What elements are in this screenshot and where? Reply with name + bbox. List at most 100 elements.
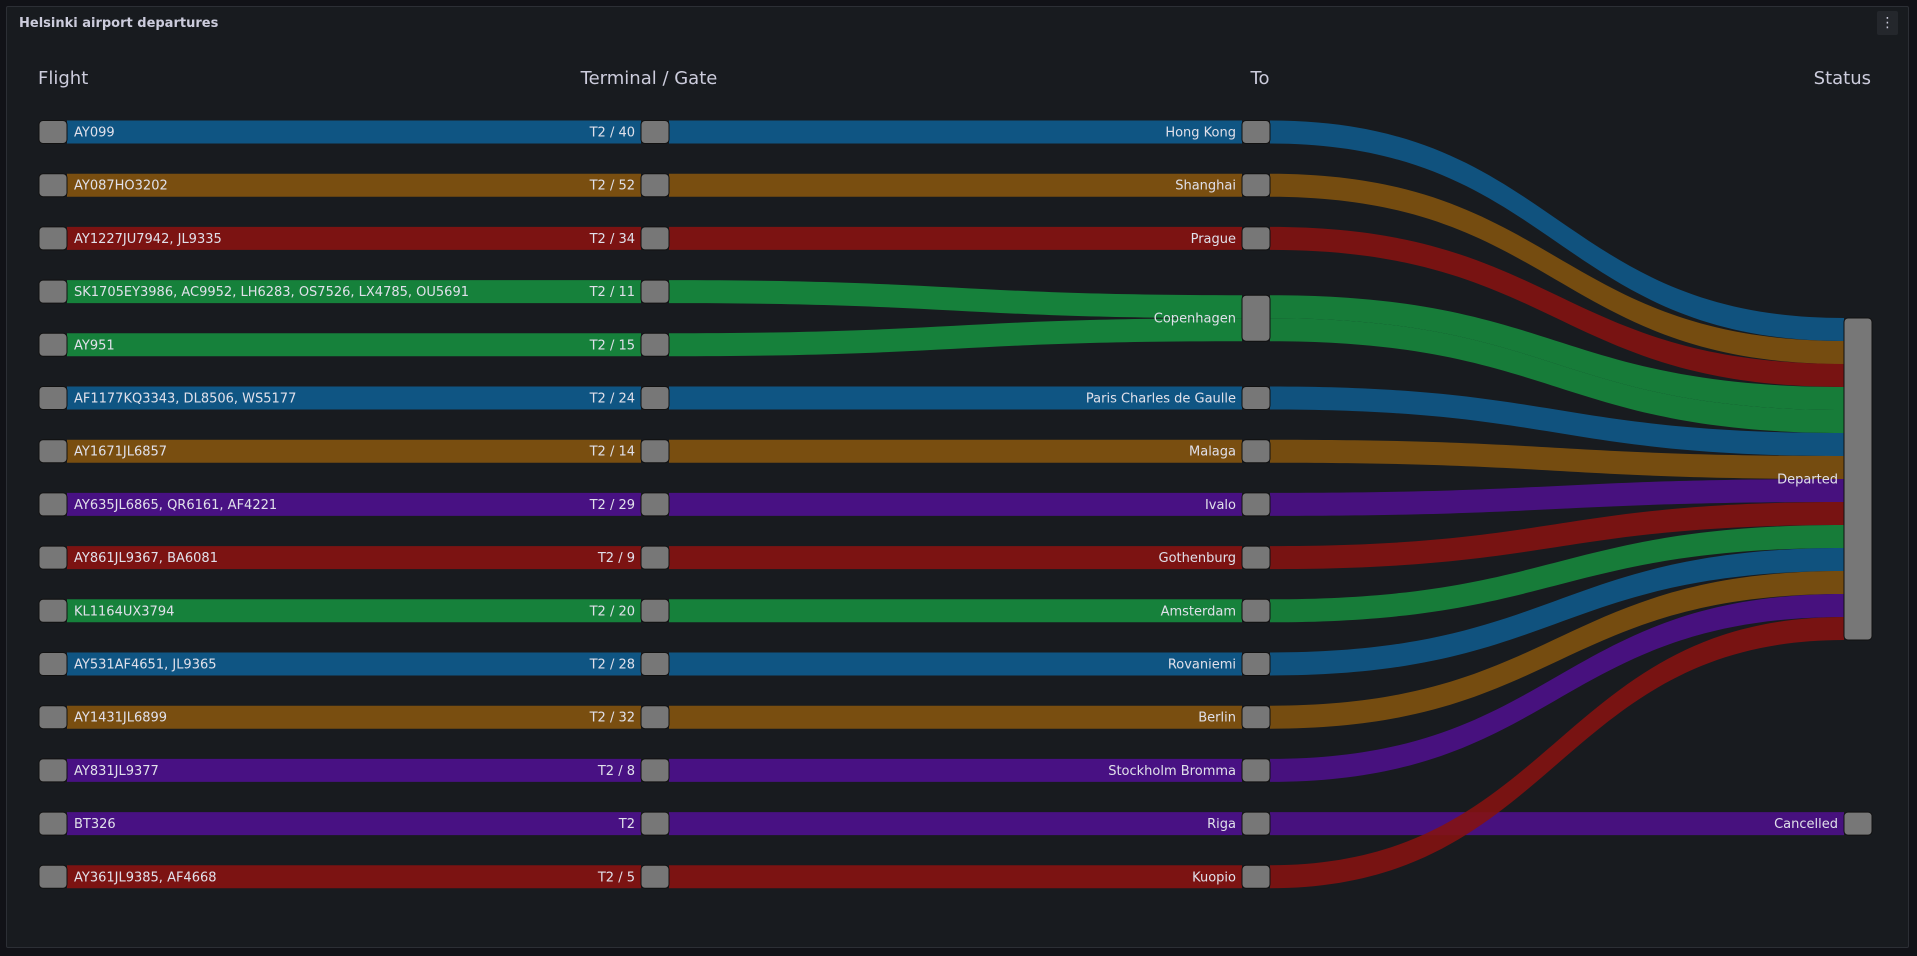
link-flight-gate[interactable] (67, 812, 641, 836)
link-flight-gate[interactable] (67, 120, 641, 144)
destination-node[interactable] (1241, 864, 1271, 889)
link-flight-gate[interactable] (67, 226, 641, 250)
gate-node[interactable] (640, 120, 670, 144)
flight-node[interactable] (38, 545, 68, 570)
link-flight-gate[interactable] (67, 758, 641, 782)
destination-node[interactable] (1241, 758, 1271, 783)
destination-node[interactable] (1241, 294, 1271, 342)
flight-node[interactable] (38, 758, 68, 783)
destination-node[interactable] (1241, 492, 1271, 517)
flight-label: AY951 (74, 338, 115, 353)
gate-node[interactable] (640, 492, 670, 517)
link-destination-status[interactable] (1270, 548, 1844, 676)
link-gate-destination[interactable] (669, 865, 1242, 889)
link-flight-gate[interactable] (67, 865, 641, 889)
link-flight-gate[interactable] (67, 705, 641, 729)
destination-node[interactable] (1241, 652, 1271, 676)
link-destination-status[interactable] (1270, 479, 1844, 516)
destination-node[interactable] (1241, 439, 1271, 464)
gate-node[interactable] (640, 332, 670, 357)
link-destination-status[interactable] (1270, 295, 1844, 410)
destination-label: Riga (1207, 817, 1236, 832)
link-destination-status[interactable] (1270, 812, 1844, 836)
link-flight-gate[interactable] (67, 599, 641, 623)
gate-label: T2 / 5 (597, 870, 635, 885)
flight-node[interactable] (38, 173, 68, 198)
destination-node[interactable] (1241, 598, 1271, 623)
gate-label: T2 / 40 (589, 126, 635, 141)
gate-node[interactable] (640, 545, 670, 570)
flight-label: KL1164UX3794 (74, 604, 174, 619)
link-gate-destination[interactable] (669, 280, 1242, 319)
flight-node[interactable] (38, 492, 68, 517)
flight-node[interactable] (38, 386, 68, 410)
link-destination-status[interactable] (1270, 120, 1844, 342)
link-gate-destination[interactable] (669, 492, 1242, 516)
link-gate-destination[interactable] (669, 812, 1242, 836)
destination-node[interactable] (1241, 226, 1271, 251)
flight-node[interactable] (38, 705, 68, 730)
flight-node[interactable] (38, 279, 68, 304)
destination-node[interactable] (1241, 705, 1271, 730)
flight-node[interactable] (38, 811, 68, 836)
flight-node[interactable] (38, 439, 68, 464)
column-header: Flight (38, 68, 88, 89)
status-node-cancelled[interactable] (1843, 811, 1873, 836)
link-flight-gate[interactable] (67, 652, 641, 676)
gate-node[interactable] (640, 598, 670, 623)
destination-node[interactable] (1241, 545, 1271, 570)
link-gate-destination[interactable] (669, 546, 1242, 570)
link-gate-destination[interactable] (669, 318, 1242, 357)
gate-node[interactable] (640, 652, 670, 676)
kebab-menu-icon[interactable]: ⋮ (1877, 11, 1898, 35)
link-destination-status[interactable] (1270, 525, 1844, 623)
link-destination-status[interactable] (1270, 617, 1844, 889)
link-gate-destination[interactable] (669, 173, 1242, 197)
link-flight-gate[interactable] (67, 439, 641, 463)
link-gate-destination[interactable] (669, 120, 1242, 144)
destination-node[interactable] (1241, 811, 1271, 836)
flight-node[interactable] (38, 652, 68, 676)
link-destination-status[interactable] (1270, 226, 1844, 387)
link-gate-destination[interactable] (669, 386, 1242, 410)
link-destination-status[interactable] (1270, 571, 1844, 729)
gate-node[interactable] (640, 864, 670, 889)
link-flight-gate[interactable] (67, 386, 641, 410)
gate-node[interactable] (640, 758, 670, 783)
gate-node[interactable] (640, 705, 670, 730)
link-gate-destination[interactable] (669, 705, 1242, 729)
gate-node[interactable] (640, 173, 670, 198)
link-gate-destination[interactable] (669, 226, 1242, 250)
flight-node[interactable] (38, 598, 68, 623)
destination-node[interactable] (1241, 173, 1271, 198)
gate-node[interactable] (640, 811, 670, 836)
flight-node[interactable] (38, 226, 68, 251)
link-destination-status[interactable] (1270, 173, 1844, 364)
link-gate-destination[interactable] (669, 599, 1242, 623)
link-flight-gate[interactable] (67, 333, 641, 357)
flight-label: AY1671JL6857 (74, 445, 167, 460)
link-flight-gate[interactable] (67, 492, 641, 516)
flight-node[interactable] (38, 332, 68, 357)
gate-node[interactable] (640, 386, 670, 410)
status-node-departed[interactable] (1843, 317, 1873, 641)
link-flight-gate[interactable] (67, 173, 641, 197)
destination-node[interactable] (1241, 386, 1271, 410)
link-gate-destination[interactable] (669, 652, 1242, 676)
destination-node[interactable] (1241, 120, 1271, 144)
link-destination-status[interactable] (1270, 439, 1844, 479)
link-destination-status[interactable] (1270, 318, 1844, 433)
link-flight-gate[interactable] (67, 280, 641, 304)
gate-node[interactable] (640, 279, 670, 304)
gate-node[interactable] (640, 439, 670, 464)
gate-node[interactable] (640, 226, 670, 251)
flight-node[interactable] (38, 120, 68, 144)
link-destination-status[interactable] (1270, 502, 1844, 570)
gate-label: T2 / 52 (589, 179, 635, 194)
link-flight-gate[interactable] (67, 546, 641, 570)
flight-node[interactable] (38, 864, 68, 889)
link-destination-status[interactable] (1270, 594, 1844, 782)
link-gate-destination[interactable] (669, 758, 1242, 782)
link-gate-destination[interactable] (669, 439, 1242, 463)
link-destination-status[interactable] (1270, 386, 1844, 457)
